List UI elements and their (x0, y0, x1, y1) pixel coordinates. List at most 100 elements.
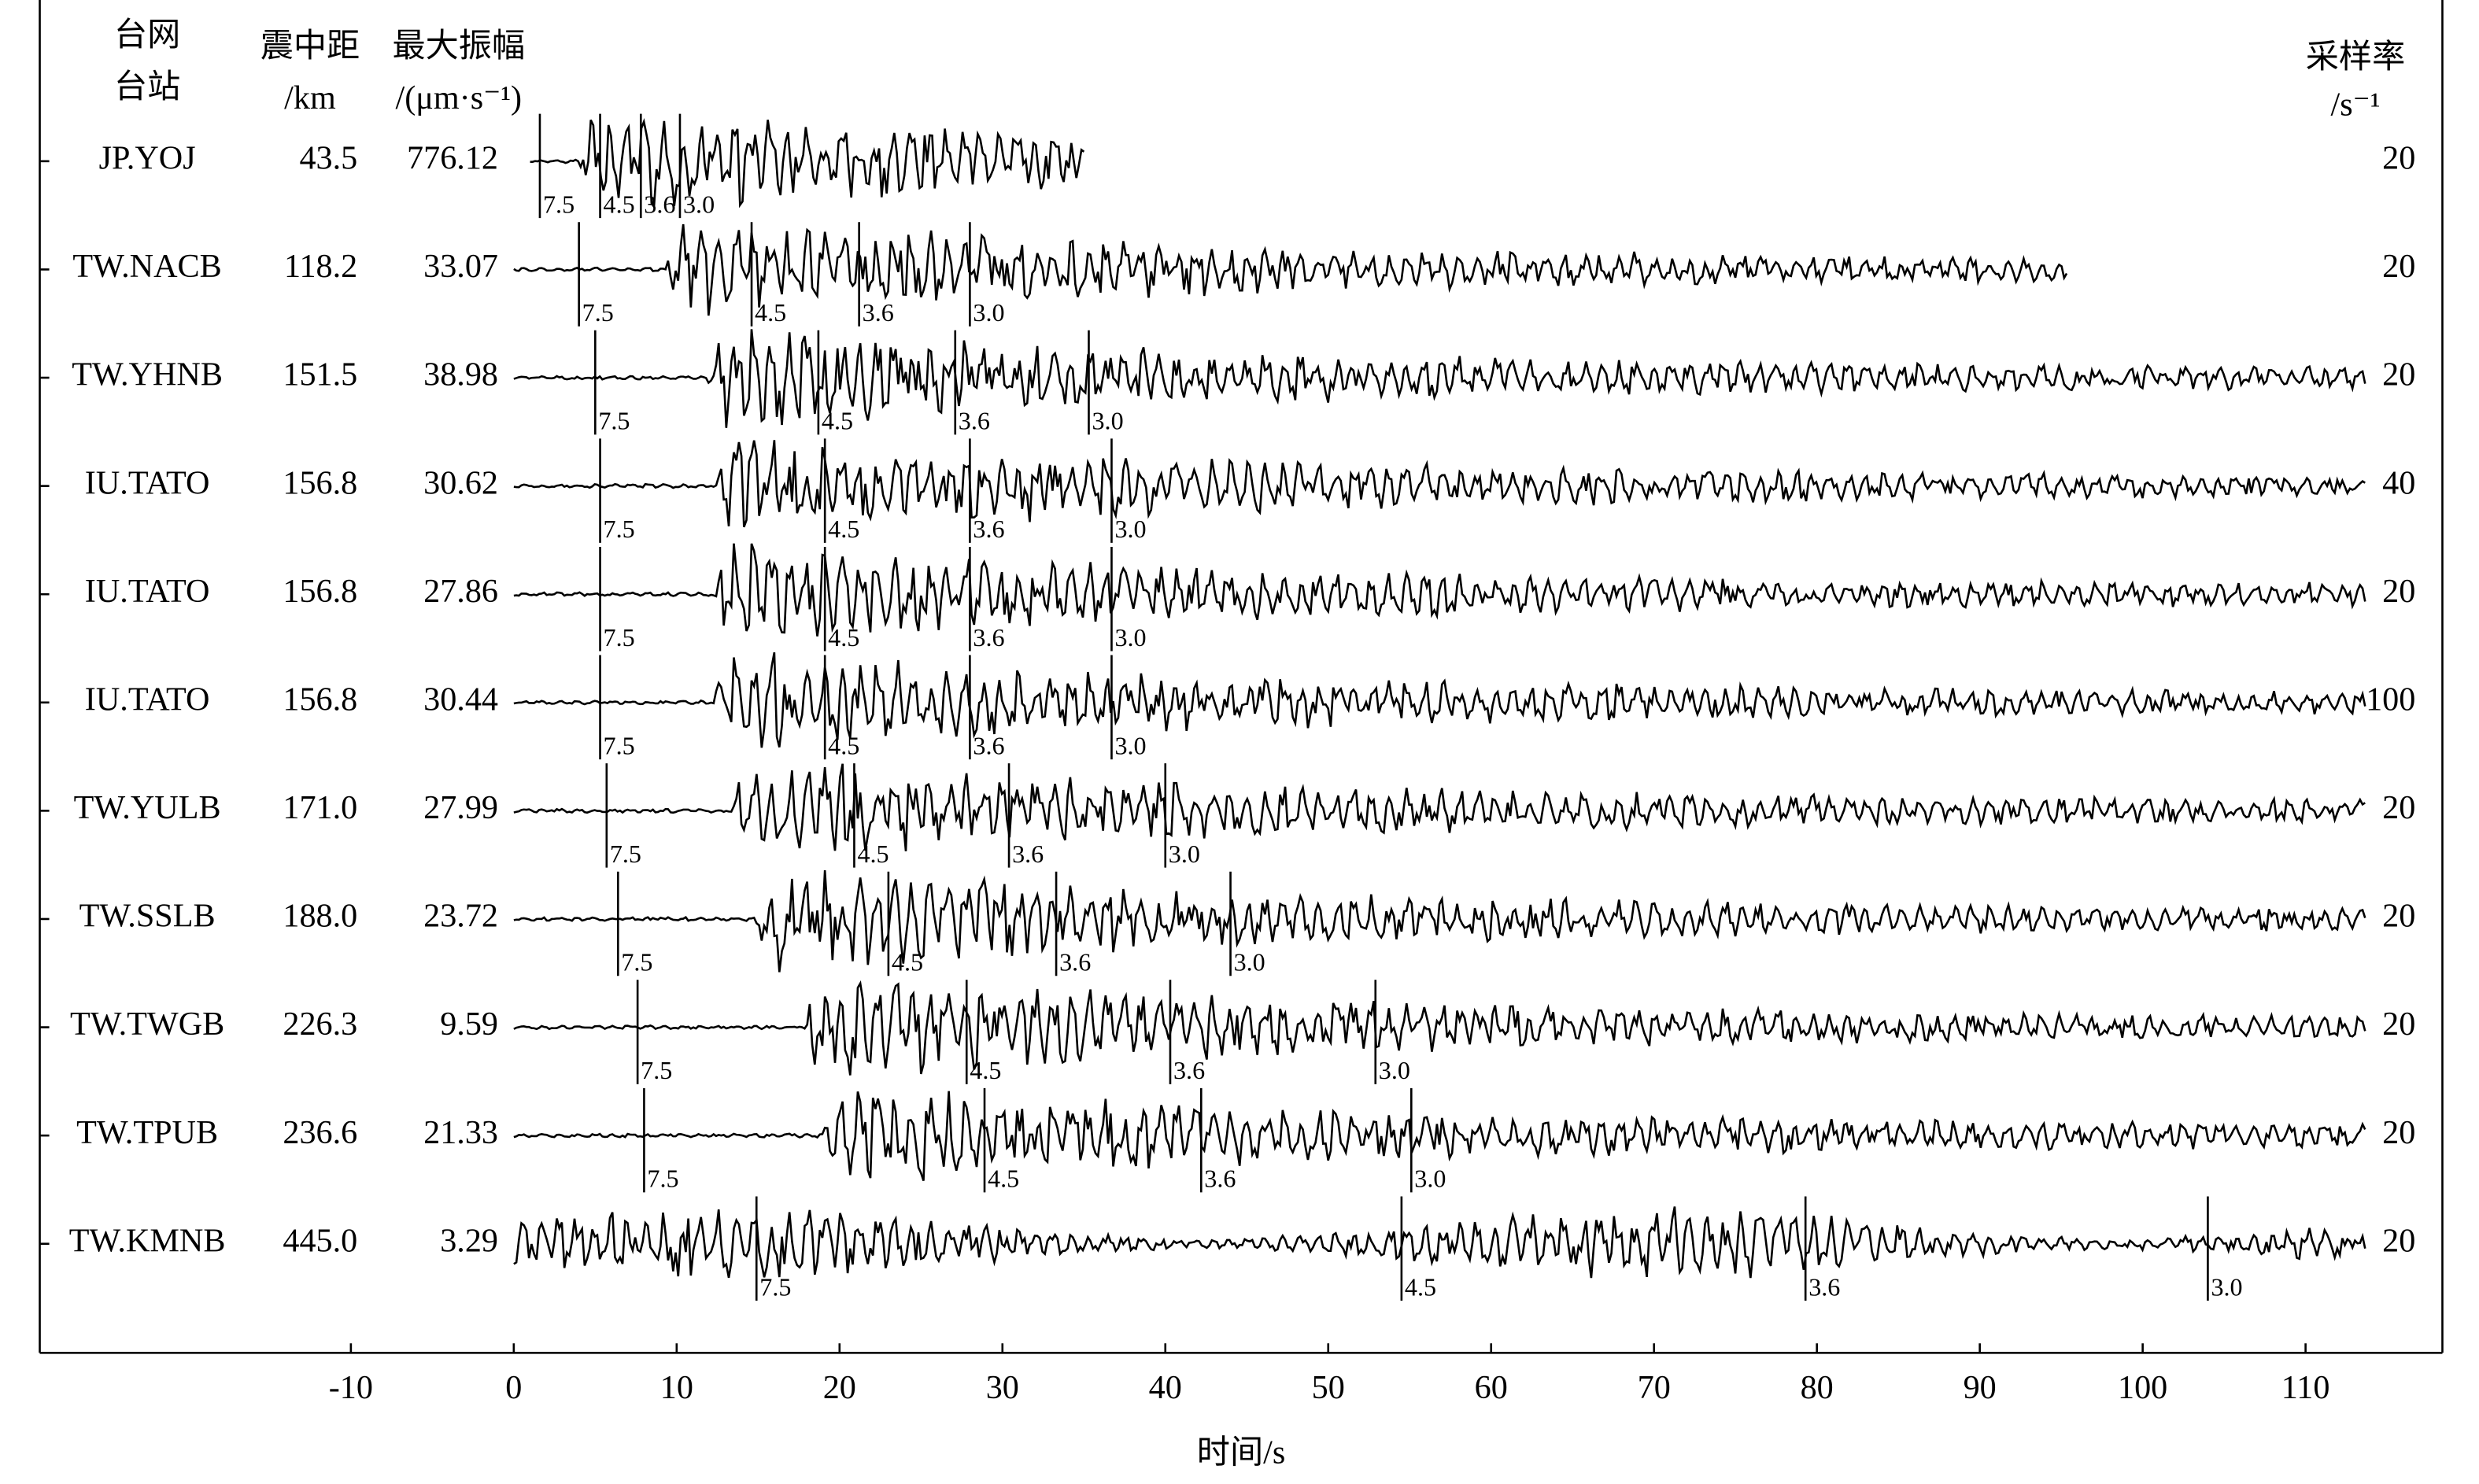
phase-label: 3.0 (1114, 515, 1146, 543)
phase-label: 3.6 (1012, 840, 1044, 868)
distance: 43.5 (299, 140, 357, 177)
station-name: TW.KMNB (69, 1222, 226, 1259)
phase-label: 4.5 (892, 948, 923, 976)
header: /s⁻¹ (2331, 86, 2381, 123)
header: /km (284, 79, 336, 116)
station-name: TW.SSLB (79, 898, 216, 935)
phase-label: 3.0 (1379, 1056, 1410, 1084)
x-tick-label: 100 (2118, 1369, 2167, 1406)
phase-label: 7.5 (610, 840, 641, 868)
phase-label: 3.6 (1204, 1165, 1236, 1193)
waveform (513, 1206, 2366, 1279)
station-name: TW.YHNB (72, 356, 223, 393)
amplitude: 33.07 (423, 248, 498, 285)
amplitude: 23.72 (423, 898, 498, 935)
phase-label: 3.6 (644, 190, 675, 218)
phase-label: 3.0 (973, 298, 1004, 327)
phase-label: 3.6 (959, 407, 990, 435)
sample-rate: 20 (2382, 789, 2415, 826)
x-tick-label: 90 (1964, 1369, 1997, 1406)
waveform (513, 870, 2366, 973)
phase-label: 7.5 (604, 731, 635, 759)
phase-label: 3.0 (1092, 407, 1123, 435)
amplitude: 30.62 (423, 464, 498, 501)
sample-rate: 20 (2382, 573, 2415, 610)
x-axis-title: 时间/s (1197, 1434, 1285, 1471)
phase-label: 3.0 (1114, 731, 1146, 759)
phase-label: 3.6 (973, 731, 1004, 759)
phase-label: 3.6 (1808, 1272, 1840, 1301)
sample-rate: 100 (2366, 681, 2415, 718)
phase-label: 3.6 (973, 515, 1004, 543)
sample-rate: 20 (2382, 356, 2415, 393)
amplitude: 27.99 (423, 789, 498, 826)
header: 震中距 (260, 28, 360, 65)
amplitude: 3.29 (440, 1222, 498, 1259)
phase-label: 3.6 (973, 623, 1004, 652)
waveform (513, 1091, 2366, 1181)
distance: 156.8 (283, 464, 357, 501)
phase-label: 3.6 (1173, 1056, 1205, 1084)
station-name: TW.TPUB (76, 1114, 218, 1151)
station-name: JP.YOJ (99, 140, 196, 177)
waveform (513, 980, 2366, 1076)
waveform (513, 223, 2068, 316)
distance: 226.3 (283, 1006, 357, 1043)
station-name: IU.TATO (85, 464, 210, 501)
sample-rate: 40 (2382, 464, 2415, 501)
sample-rate: 20 (2382, 1006, 2415, 1043)
station-name: IU.TATO (85, 573, 210, 610)
sample-rate: 20 (2382, 140, 2415, 177)
waveform (513, 440, 2366, 528)
phase-label: 7.5 (543, 190, 574, 218)
x-tick-label: -10 (329, 1369, 373, 1406)
phase-label: 3.0 (1114, 623, 1146, 652)
phase-label: 3.6 (863, 298, 894, 327)
amplitude: 776.12 (407, 140, 498, 177)
phase-label: 7.5 (598, 407, 630, 435)
phase-label: 3.0 (1234, 948, 1265, 976)
x-tick-label: 80 (1801, 1369, 1834, 1406)
phase-label: 7.5 (641, 1056, 672, 1084)
x-tick-label: 30 (986, 1369, 1019, 1406)
distance: 445.0 (283, 1222, 357, 1259)
phase-label: 3.0 (2211, 1272, 2242, 1301)
phase-label: 7.5 (621, 948, 652, 976)
waveform (513, 329, 2366, 428)
phase-label: 4.5 (857, 840, 889, 868)
x-tick-label: 70 (1638, 1369, 1671, 1406)
station-name: TW.NACB (72, 248, 221, 285)
phase-label: 4.5 (755, 298, 786, 327)
x-tick-label: 0 (505, 1369, 522, 1406)
waveform (530, 117, 1085, 211)
distance: 156.8 (283, 573, 357, 610)
amplitude: 9.59 (440, 1006, 498, 1043)
phase-label: 4.5 (828, 515, 859, 543)
header: /(μm·s⁻¹) (396, 79, 523, 116)
distance: 156.8 (283, 681, 357, 718)
phase-label: 7.5 (647, 1165, 678, 1193)
header: 台站 (114, 68, 180, 105)
phase-label: 3.0 (1169, 840, 1200, 868)
header: 采样率 (2306, 39, 2405, 76)
header: 台网 (114, 17, 180, 54)
amplitude: 21.33 (423, 1114, 498, 1151)
phase-label: 3.0 (1414, 1165, 1446, 1193)
x-tick-label: 60 (1475, 1369, 1508, 1406)
phase-label: 4.5 (828, 623, 859, 652)
phase-label: 3.0 (683, 190, 715, 218)
phase-label: 4.5 (988, 1165, 1019, 1193)
phase-label: 7.5 (604, 515, 635, 543)
amplitude: 30.44 (423, 681, 498, 718)
amplitude: 27.86 (423, 573, 498, 610)
x-tick-label: 50 (1312, 1369, 1345, 1406)
x-tick-label: 110 (2281, 1369, 2330, 1406)
station-name: TW.TWGB (70, 1006, 224, 1043)
x-tick-label: 40 (1149, 1369, 1182, 1406)
header: 最大振幅 (392, 28, 525, 65)
phase-label: 4.5 (828, 731, 859, 759)
sample-rate: 20 (2382, 248, 2415, 285)
phase-label: 4.5 (822, 407, 853, 435)
phase-label: 7.5 (759, 1272, 791, 1301)
